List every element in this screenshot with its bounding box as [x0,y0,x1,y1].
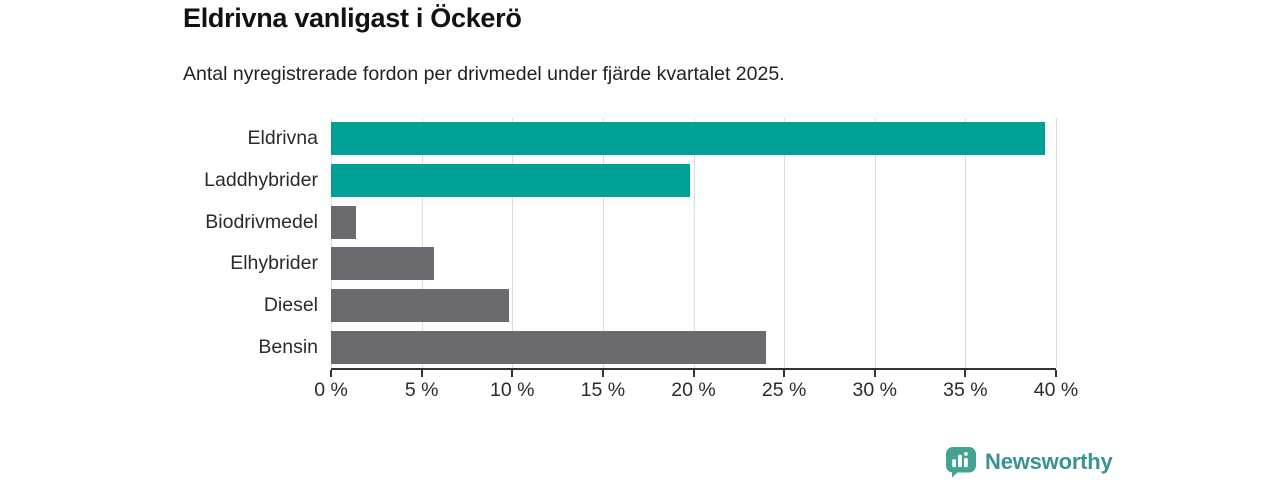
bar-row: Eldrivna [248,118,1056,160]
grid-line [602,118,604,368]
axis-tick [692,370,695,377]
grid-line [965,118,967,368]
grid-line [874,118,876,368]
grid-line [331,118,332,368]
bar-eldrivna [331,122,1046,156]
category-label: Biodrivmedel [205,210,318,233]
grid-line [421,118,423,368]
axis-tick-label: 10 % [490,379,535,401]
grid-line [512,118,514,368]
axis-tick-label: 5 % [404,379,439,401]
axis-tick [964,370,967,377]
grid-line [784,118,786,368]
bar-row: Elhybrider [230,243,1056,285]
bar-row: Diesel [264,285,1056,327]
axis-tick [1055,370,1057,377]
category-label: Elhybrider [230,252,318,275]
bar-rows: Eldrivna Laddhybrider Biodrivmedel Elhybrid… [204,118,1056,368]
axis-tick-label: 30 % [852,379,897,401]
bar-biodrivmedel [331,205,357,239]
category-label: Bensin [258,335,318,358]
axis-tick [420,370,423,377]
bar-laddhybrider [331,164,690,197]
bar-row: Biodrivmedel [205,201,1056,243]
bar-row: Bensin [258,326,1056,368]
bar-diesel [331,289,509,323]
bar-chart-plot-area: Eldrivna Laddhybrider Biodrivmedel Elhybrid… [204,118,1057,368]
newsworthy-logo-text: Newsworthy [985,449,1113,474]
chart-title: Eldrivna vanligast i Öckerö [183,3,522,33]
category-label: Eldrivna [247,127,318,150]
axis-tick-label: 25 % [761,379,807,401]
bar-elhybrider [331,247,435,281]
newsworthy-logo: Newsworthy [944,446,1113,478]
axis-tick [601,370,604,377]
category-label: Diesel [263,294,318,317]
axis-tick-label: 20 % [671,379,716,401]
x-axis: 0 % 5 % 10 % 15 % 20 % 25 % 30 % 35 % 40 % [314,368,1078,401]
axis-tick-label: 35 % [943,379,988,401]
grid-line [1056,118,1057,368]
axis-tick-label: 15 % [580,379,626,401]
axis-tick-label: 40 % [1033,379,1079,401]
bar-chart-bubble-icon [946,447,976,478]
grid-line [693,118,695,368]
axis-tick [783,370,786,377]
axis-tick [873,370,876,377]
axis-tick-label: 0 % [314,379,348,401]
axis-tick [330,370,332,377]
axis-tick [511,370,514,377]
category-label: Laddhybrider [204,169,318,191]
bar-row: Laddhybrider [204,160,1056,202]
bar-bensin [331,330,766,364]
chart-subtitle: Antal nyregistrerade fordon per drivmede… [183,63,785,85]
